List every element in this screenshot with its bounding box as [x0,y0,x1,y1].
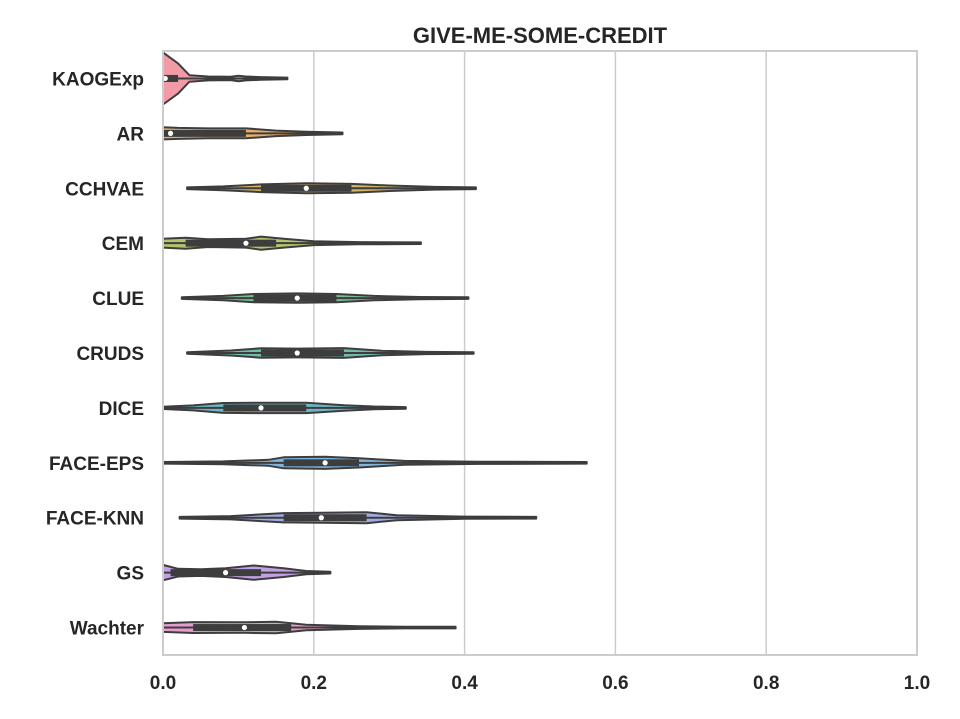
violin-median-dot [222,570,229,576]
y-tick-label: AR [117,124,145,145]
violin [186,347,475,359]
violin [162,401,407,415]
violin [178,511,538,525]
violin-median-dot [243,240,249,246]
x-tick-label: 0.6 [602,673,628,694]
violin-median-dot [258,405,264,411]
x-tick-label: 0.0 [150,673,176,694]
violin-iqr-box [261,349,344,357]
violin-median-dot [241,624,248,631]
x-tick-label: 1.0 [904,673,930,694]
violin-median-dot [303,185,309,191]
violin [162,455,588,470]
violin [162,563,332,582]
violin [162,620,457,635]
violin-median-dot [294,350,300,356]
x-tick-labels: 0.0 0.2 0.4 0.6 0.8 1.0 [150,673,930,694]
violin-median-dot [167,130,174,136]
y-tick-label: CRUDS [76,344,144,365]
violin-median-dot [322,460,328,466]
y-tick-label: GS [117,564,144,585]
violin [162,126,344,141]
violin-median-dot [318,515,324,521]
plot-frame [162,50,918,656]
violin-iqr-box [223,404,307,412]
x-tick-label: 0.4 [451,673,478,694]
y-tick-label: CEM [102,234,144,255]
y-tick-label: DICE [99,399,144,420]
violin-iqr-box [283,514,367,522]
y-tick-label: Wachter [70,619,145,640]
x-tick-label: 0.8 [753,673,779,694]
violin-iqr-box [163,74,179,82]
x-tick-label: 0.2 [301,673,327,694]
violin-median-dot [294,295,300,301]
violin [162,235,422,251]
violin-iqr-box [170,569,262,577]
y-tick-label: KAOGExp [52,69,144,90]
y-tick-label: FACE-KNN [46,509,144,530]
violins [162,51,588,635]
violin-iqr-box [283,459,360,467]
violin-iqr-box [185,239,277,247]
y-tick-label: FACE-EPS [49,454,144,475]
violin-iqr-box [163,129,246,137]
violin [186,182,477,195]
chart-title: GIVE-ME-SOME-CREDIT [413,23,668,48]
y-tick-label: CLUE [92,289,144,310]
y-tick-label: CCHVAE [65,179,144,200]
violin [180,292,470,304]
y-tick-labels: KAOGExp AR CCHVAE CEM CLUE CRUDS DICE FACE-EPS F… [46,69,145,639]
